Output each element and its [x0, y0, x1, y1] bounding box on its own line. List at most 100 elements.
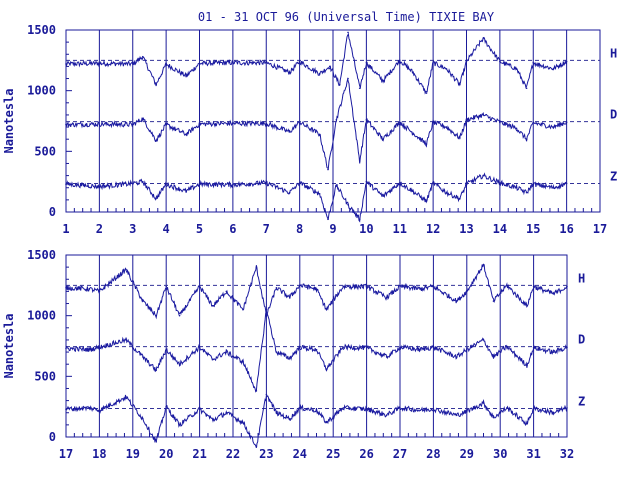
data-point-d — [566, 346, 568, 349]
data-point-z — [419, 409, 421, 412]
data-point-h — [419, 288, 421, 290]
series-label-z: Z — [610, 169, 617, 183]
data-point-z — [398, 182, 401, 184]
data-point-d — [265, 122, 268, 125]
series-label-h: H — [578, 271, 585, 285]
x-tick-label: 8 — [296, 222, 303, 236]
data-point-z — [525, 191, 528, 194]
x-tick-label: 10 — [359, 222, 373, 236]
x-tick-label: 11 — [393, 222, 407, 236]
x-tick-label: 30 — [493, 447, 507, 461]
x-tick-label: 6 — [229, 222, 236, 236]
data-point-d — [98, 123, 101, 125]
y-axis-label: Nanotesla — [2, 313, 16, 378]
y-tick-label: 1000 — [27, 309, 56, 323]
data-point-d — [265, 308, 268, 311]
data-point-d — [315, 348, 318, 351]
series-trace-d — [65, 77, 568, 170]
data-point-d — [465, 118, 468, 121]
data-point-d — [318, 133, 321, 136]
data-point-d — [131, 123, 134, 126]
data-point-h — [315, 288, 318, 290]
x-tick-label: 17 — [59, 447, 73, 461]
data-point-h — [299, 284, 301, 287]
data-point-d — [275, 351, 278, 353]
y-axis-label: Nanotesla — [2, 88, 16, 153]
data-point-z — [552, 186, 555, 189]
data-point-h — [165, 285, 167, 288]
y-tick-label: 1500 — [27, 248, 56, 262]
series-label-d: D — [610, 108, 617, 122]
data-point-d — [506, 345, 508, 348]
data-point-h — [482, 37, 484, 40]
data-point-z — [459, 197, 461, 200]
data-point-h — [318, 72, 321, 75]
data-point-h — [412, 71, 414, 74]
data-point-h — [325, 308, 328, 311]
data-point-z — [482, 174, 484, 177]
data-point-h — [455, 300, 458, 302]
data-point-z — [455, 414, 458, 416]
data-point-d — [198, 123, 201, 125]
data-point-d — [499, 121, 501, 124]
data-point-h — [142, 300, 144, 302]
series-label-h: H — [610, 46, 617, 60]
y-tick-label: 0 — [49, 205, 56, 219]
data-point-z — [365, 408, 368, 410]
series-trace-z — [65, 394, 568, 448]
data-point-z — [482, 402, 485, 404]
data-point-z — [255, 445, 258, 448]
data-point-z — [275, 411, 278, 414]
data-point-z — [318, 193, 321, 195]
data-point-z — [466, 410, 468, 413]
series-trace-h — [65, 32, 568, 95]
data-point-z — [335, 184, 338, 187]
x-tick-label: 16 — [559, 222, 573, 236]
data-point-h — [288, 296, 291, 299]
data-point-h — [506, 284, 508, 287]
data-point-z — [566, 407, 568, 409]
data-point-h — [532, 285, 535, 288]
data-point-z — [288, 191, 291, 194]
data-point-h — [342, 285, 345, 288]
data-point-h — [365, 61, 368, 64]
series-trace-z — [65, 172, 567, 223]
data-point-h — [232, 61, 234, 64]
x-tick-label: 25 — [326, 447, 340, 461]
data-point-d — [412, 132, 414, 134]
data-point-z — [327, 218, 329, 221]
data-point-z — [198, 183, 201, 185]
x-tick-label: 2 — [96, 222, 103, 236]
data-point-d — [526, 364, 528, 367]
data-point-h — [288, 71, 291, 74]
data-point-d — [165, 123, 167, 126]
data-point-d — [382, 138, 384, 140]
data-point-z — [365, 180, 368, 183]
data-point-h — [398, 59, 401, 62]
data-point-d — [492, 356, 495, 358]
data-point-h — [198, 62, 201, 65]
data-point-z — [165, 183, 167, 185]
data-point-d — [178, 363, 181, 366]
x-tick-label: 5 — [196, 222, 203, 236]
data-point-h — [459, 83, 461, 86]
data-point-d — [552, 351, 555, 353]
x-tick-label: 9 — [329, 222, 336, 236]
data-point-d — [525, 138, 528, 140]
data-point-h — [566, 285, 568, 288]
chart-title: 01 - 31 OCT 96 (Universal Time) TIXIE BA… — [198, 10, 495, 24]
data-point-h — [515, 68, 518, 70]
data-point-z — [185, 190, 187, 193]
data-point-d — [98, 346, 101, 349]
data-point-h — [385, 296, 388, 299]
data-point-d — [198, 346, 201, 349]
data-point-z — [412, 190, 414, 193]
data-point-d — [255, 390, 258, 392]
data-point-z — [445, 191, 448, 194]
data-point-h — [338, 83, 341, 86]
data-point-h — [347, 31, 349, 34]
data-point-h — [125, 268, 127, 271]
data-point-h — [178, 314, 181, 317]
data-point-z — [552, 411, 555, 414]
data-point-z — [532, 407, 535, 410]
